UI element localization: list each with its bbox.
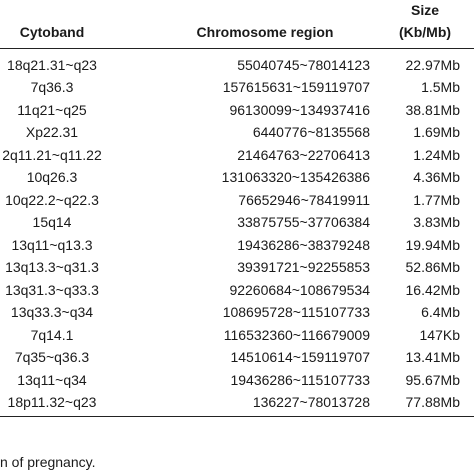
- footnote: n of pregnancy.: [0, 454, 96, 470]
- table-cell: 33875755~37706384: [237, 214, 370, 231]
- table-cell: 4.36Mb: [413, 169, 460, 186]
- table-cell: 22.97Mb: [405, 57, 460, 73]
- table-cell: 38.81Mb: [405, 101, 460, 118]
- table-cell: 11q21~q25: [17, 101, 87, 118]
- table-cell: 19436286~115107733: [230, 371, 370, 388]
- table-cell: 52.86Mb: [405, 259, 460, 276]
- table-cell: 21464763~22706413: [237, 146, 370, 163]
- table-cell: 1.69Mb: [413, 124, 460, 141]
- table-cell: 92260684~108679534: [229, 281, 370, 298]
- table-cell: 6.4Mb: [421, 304, 460, 321]
- table-cell: 7q35~q36.3: [14, 349, 90, 366]
- table-cell: 10q22.2~q22.3: [5, 191, 99, 208]
- table-cell: 131063320~135426386: [221, 169, 370, 186]
- header-cell: Chromosome region: [196, 24, 334, 40]
- header-cell: (Kb/Mb): [398, 24, 452, 40]
- table-cell: 96130099~134937416: [229, 101, 370, 118]
- table-cell: 16.42Mb: [405, 281, 460, 298]
- table-cell: 77.88Mb: [405, 394, 460, 411]
- table-cell: 18q21.31~q23: [7, 57, 97, 73]
- table-cell: 19.94Mb: [405, 236, 460, 253]
- table-cell: 95.67Mb: [405, 371, 460, 388]
- table-cell: 39391721~92255853: [237, 259, 370, 276]
- header-cell: Size: [410, 2, 439, 18]
- table-cell: 13q11~q13.3: [11, 236, 93, 253]
- table-cell: 13q31.3~q33.3: [5, 281, 99, 298]
- table-cell: 3.83Mb: [413, 214, 460, 231]
- table-cell: 147Kb: [419, 326, 460, 343]
- header-cell: Cytoband: [19, 24, 85, 40]
- table-cell: 19436286~38379248: [237, 236, 370, 253]
- table-cell: 116532360~116679009: [223, 326, 370, 343]
- table-cell: 2q11.21~q11.22: [2, 146, 102, 163]
- table-cell: 1.24Mb: [413, 146, 460, 163]
- table-cell: 108695728~115107733: [222, 304, 370, 321]
- table-cell: 13q13.3~q31.3: [5, 259, 99, 276]
- table-cell: 15q14: [32, 214, 72, 231]
- table-cell: 6440776~8135568: [252, 124, 370, 141]
- table-cell: 1.5Mb: [421, 79, 460, 96]
- table-cell: 13q11~q34: [17, 371, 87, 388]
- table-cell: 13.41Mb: [405, 349, 460, 366]
- table-cell: 7q36.3: [30, 79, 74, 96]
- table-cell: 7q14.1: [30, 326, 74, 343]
- table-cell: 13q33.3~q34: [10, 304, 94, 321]
- header-rule: [0, 48, 474, 49]
- table-cell: 1.77Mb: [413, 191, 460, 208]
- table-cell: Xp22.31: [25, 124, 79, 141]
- table-cell: 136227~78013728: [252, 394, 370, 411]
- table-cell: 18p11.32~q23: [7, 394, 97, 411]
- table-cell: 10q26.3: [26, 169, 78, 186]
- table-cell: 55040745~78014123: [237, 57, 370, 73]
- table-cell: 76652946~78419911: [238, 191, 370, 208]
- bottom-rule: [0, 416, 474, 417]
- table-cell: 157615631~159119707: [222, 79, 370, 96]
- table-cell: 14510614~159119707: [230, 349, 370, 366]
